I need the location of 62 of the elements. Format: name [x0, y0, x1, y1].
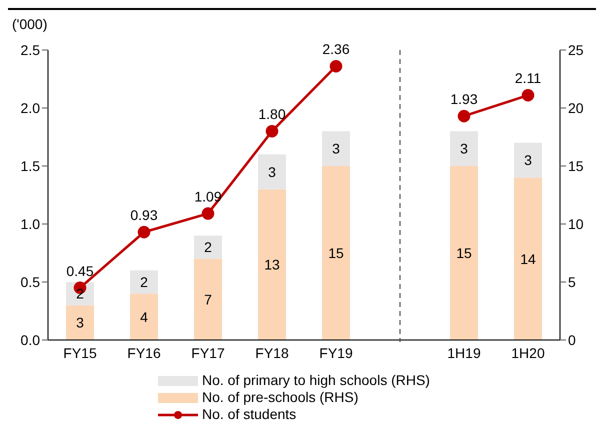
data-label: 1.09: [194, 188, 222, 205]
y2-tick-label: 0: [568, 332, 576, 348]
bar: [194, 258, 222, 340]
y-tick-label: 2.0: [20, 100, 40, 116]
bar: [130, 270, 158, 294]
y2-tick-label: 15: [568, 158, 584, 174]
y2-tick-label: 25: [568, 42, 584, 58]
data-label: 7: [204, 291, 212, 308]
data-label: 0.93: [130, 207, 158, 224]
bar: [258, 154, 286, 190]
data-label: 1.80: [258, 106, 286, 122]
legend-label: No. of primary to high schools (RHS): [202, 372, 430, 389]
x-tick-label: FY15: [63, 344, 97, 361]
y-tick-label: 0.5: [20, 274, 40, 290]
bar: [322, 131, 350, 166]
point: [522, 88, 534, 102]
data-label: 2.11: [514, 70, 542, 86]
point: [138, 226, 150, 238]
data-label: 2: [204, 239, 212, 256]
data-label: 4: [140, 308, 148, 325]
x-tick-label: FY17: [191, 344, 225, 361]
bar: [450, 131, 478, 166]
data-label: 3: [524, 152, 532, 168]
data-label: 3: [76, 314, 84, 331]
data-label: 0.45: [66, 262, 94, 279]
legend-label: No. of students: [202, 406, 296, 423]
data-label: 2: [140, 274, 148, 290]
bar: [194, 236, 222, 259]
y2-tick-label: 10: [568, 216, 584, 232]
x-tick-label: 1H20: [511, 344, 545, 361]
y-tick-label: 0.0: [20, 332, 40, 348]
x-tick-label: 1H19: [447, 344, 481, 361]
data-label: 13: [264, 256, 280, 273]
data-label: 2.36: [322, 41, 350, 58]
data-label: 14: [520, 250, 536, 267]
y-tick-label: 2.5: [20, 42, 40, 58]
data-label: 1.93: [450, 91, 478, 108]
point: [202, 207, 214, 220]
data-label: 15: [328, 244, 344, 261]
legend-label: No. of pre-schools (RHS): [202, 389, 358, 406]
bar: [450, 166, 478, 340]
y-axis-title: ('000): [12, 16, 48, 32]
bar: [66, 305, 94, 340]
y2-tick-label: 5: [568, 274, 576, 290]
bar: [514, 178, 542, 340]
bar: [258, 189, 286, 340]
y-tick-label: 1.0: [20, 216, 40, 232]
point: [266, 124, 278, 138]
x-tick-label: FY16: [127, 344, 161, 361]
y-tick-label: 1.5: [20, 158, 40, 174]
bar: [322, 166, 350, 340]
x-tick-label: FY18: [255, 344, 289, 361]
bar: [514, 142, 542, 178]
data-label: 15: [456, 244, 472, 261]
bar: [130, 294, 158, 340]
y2-tick-label: 20: [568, 100, 584, 116]
data-label: 3: [460, 140, 468, 157]
point: [330, 60, 342, 72]
data-label: 3: [268, 164, 276, 180]
data-label: 3: [332, 140, 340, 157]
x-tick-label: FY19: [319, 344, 353, 361]
point: [458, 110, 470, 122]
